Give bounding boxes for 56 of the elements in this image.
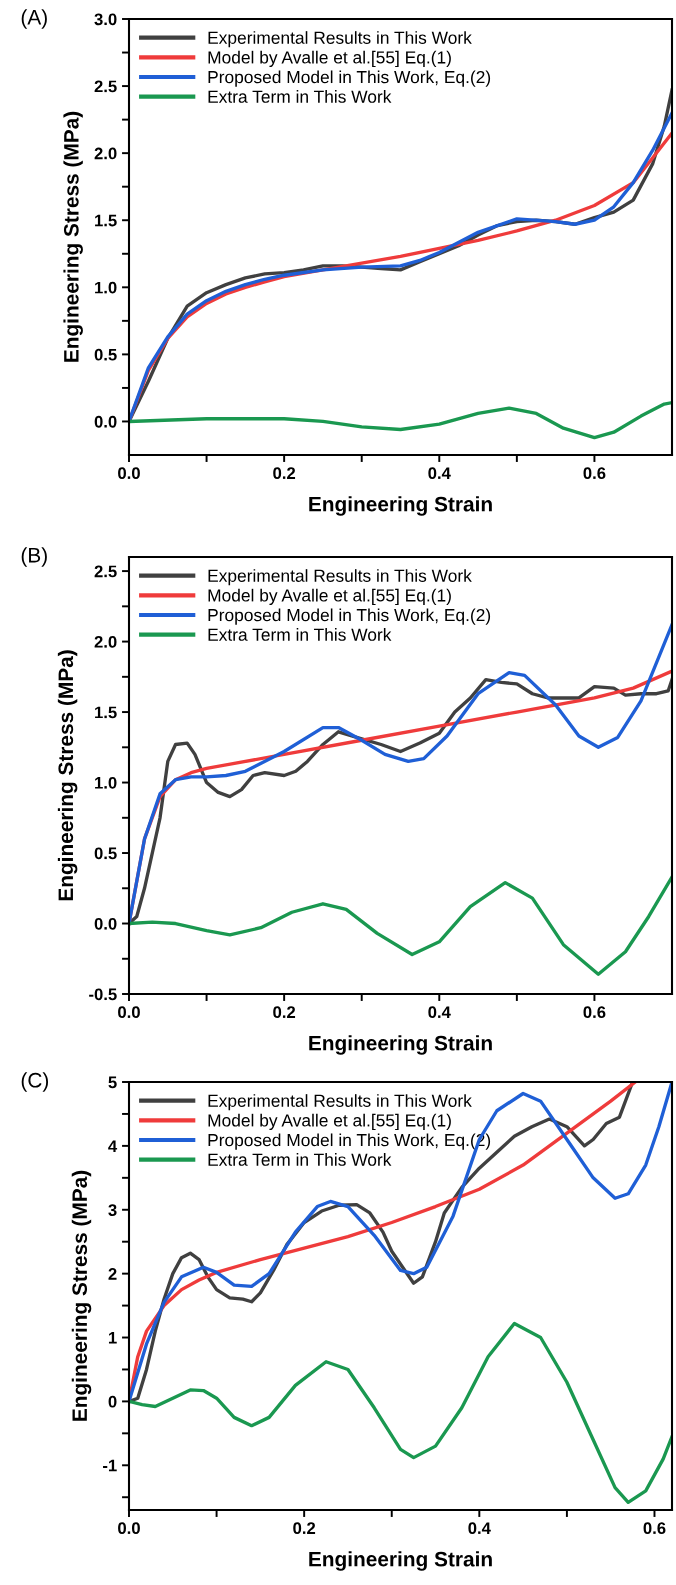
x-tick-label: 0.2 [293, 1522, 316, 1535]
x-axis-title: Engineering Strain [309, 496, 492, 516]
legend-label: Experimental Results in This Work [208, 1094, 472, 1111]
chart-title: (C) [21, 1072, 49, 1092]
legend-label: Experimental Results in This Work [208, 31, 472, 48]
y-tick-label: 2.0 [94, 635, 117, 648]
line-series [129, 401, 672, 440]
line-series [129, 1321, 672, 1504]
x-tick-label: 0.0 [118, 1006, 140, 1019]
y-axis-title: Engineering Stress (MPa) [71, 1170, 92, 1421]
y-tick-label: 4 [108, 1140, 118, 1152]
x-axis-title: Engineering Strain [309, 1551, 492, 1571]
legend-label: Model by Avalle et al.[55] Eq.(1) [208, 50, 451, 67]
y-tick-label: 5 [108, 1076, 117, 1089]
y-tick-label: 3.0 [94, 13, 117, 26]
x-tick-label: 0.6 [583, 467, 606, 480]
y-tick-label: 2 [108, 1268, 117, 1280]
legend-label: Proposed Model in This Work, Eq.(2) [208, 70, 491, 87]
x-tick-label: 0.4 [468, 1522, 491, 1535]
legend-label: Model by Avalle et al.[55] Eq.(1) [208, 588, 451, 605]
y-tick-label: 0.0 [94, 415, 117, 428]
y-axis-title: Engineering Stress (MPa) [57, 650, 78, 901]
y-tick-label: 2.5 [94, 565, 117, 578]
line-series [129, 875, 672, 976]
x-tick-label: 0.2 [273, 1006, 296, 1019]
y-tick-label: 0 [108, 1395, 117, 1408]
chart-title: (A) [21, 9, 47, 29]
x-tick-label: 0.2 [273, 467, 296, 480]
y-tick-label: 2.0 [94, 147, 117, 160]
y-tick-label: 1.5 [95, 706, 117, 719]
y-tick-label: 3 [108, 1204, 117, 1216]
x-tick-label: 0.6 [583, 1006, 606, 1019]
x-tick-label: 0.6 [643, 1522, 666, 1535]
x-axis-title: Engineering Strain [309, 1035, 492, 1055]
x-tick-label: 0.4 [428, 467, 451, 480]
legend-label: Extra Term in This Work [208, 90, 392, 103]
y-axis-title: Engineering Stress (MPa) [63, 111, 83, 362]
legend-label: Model by Avalle et al.[55] Eq.(1) [208, 1113, 451, 1130]
legend-label: Extra Term in This Work [208, 1153, 392, 1166]
legend-label: Proposed Model in This Work, Eq.(2) [208, 608, 491, 625]
y-tick-label: 0.5 [94, 847, 117, 860]
y-tick-label: 1.0 [95, 281, 117, 294]
x-tick-label: 0.0 [118, 1522, 140, 1535]
x-tick-label: 0.4 [428, 1006, 451, 1019]
x-tick-label: 0.0 [118, 467, 140, 480]
legend-label: Extra Term in This Work [208, 628, 392, 641]
y-tick-label: 0.0 [94, 917, 117, 930]
y-tick-label: -1 [103, 1459, 117, 1472]
chart-title: (B) [21, 547, 47, 567]
y-tick-label: -0.5 [89, 988, 117, 1001]
y-tick-label: 0.5 [94, 348, 117, 361]
y-tick-label: 1 [108, 1332, 117, 1344]
legend-label: Experimental Results in This Work [208, 569, 472, 586]
y-tick-label: 2.5 [94, 80, 117, 93]
y-tick-label: 1.5 [95, 214, 117, 227]
y-tick-label: 1.0 [95, 776, 117, 789]
